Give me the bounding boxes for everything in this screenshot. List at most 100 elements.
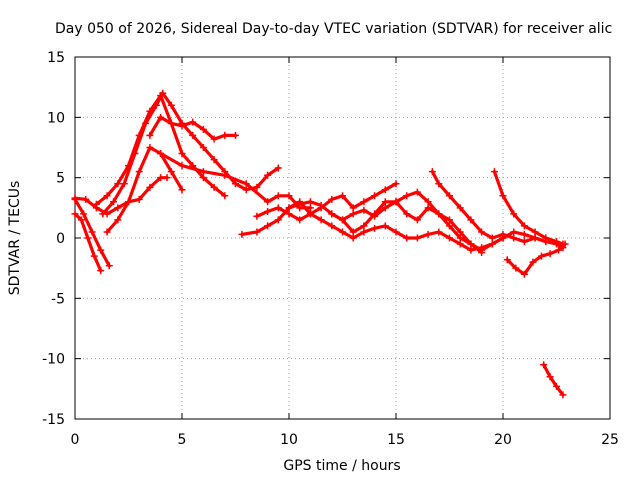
data-point xyxy=(157,150,165,158)
data-point xyxy=(435,180,443,188)
data-point xyxy=(467,246,475,254)
y-tick-label: 15 xyxy=(47,50,65,66)
data-point xyxy=(371,224,379,232)
data-point xyxy=(428,168,436,176)
data-point xyxy=(210,135,218,143)
data-point xyxy=(210,183,218,191)
data-point xyxy=(135,168,143,176)
y-tick-label: -15 xyxy=(42,412,65,428)
x-tick-label: 10 xyxy=(280,432,298,448)
data-point xyxy=(92,200,100,208)
data-point xyxy=(339,192,346,200)
data-point xyxy=(264,207,272,215)
x-tick-label: 15 xyxy=(387,432,405,448)
data-point xyxy=(349,210,357,218)
data-point xyxy=(435,210,443,218)
data-point xyxy=(82,195,90,203)
data-point xyxy=(178,150,186,158)
data-point xyxy=(221,171,229,179)
data-point xyxy=(221,131,229,139)
data-point xyxy=(274,204,282,212)
data-point xyxy=(424,204,432,212)
data-point xyxy=(114,180,122,188)
data-point xyxy=(306,210,314,218)
series-track-16 xyxy=(540,361,567,399)
data-point xyxy=(296,200,304,208)
data-point xyxy=(242,186,250,194)
data-point xyxy=(77,216,85,224)
series-track-5 xyxy=(99,89,282,218)
series-track-4 xyxy=(92,92,229,208)
data-point xyxy=(520,238,528,246)
data-point xyxy=(446,222,453,230)
y-tick-label: 10 xyxy=(47,110,65,126)
data-point xyxy=(392,180,400,188)
data-series xyxy=(71,89,569,399)
data-point xyxy=(446,192,453,200)
data-point xyxy=(306,204,314,212)
data-point xyxy=(499,230,507,238)
data-point xyxy=(435,228,443,236)
data-point xyxy=(349,204,357,212)
data-point xyxy=(546,250,554,258)
data-point xyxy=(114,204,122,212)
data-point xyxy=(381,198,389,206)
data-point xyxy=(360,222,368,230)
data-point xyxy=(99,210,107,218)
data-point xyxy=(110,198,118,206)
data-point xyxy=(199,125,207,133)
data-point xyxy=(199,168,207,176)
data-point xyxy=(392,198,400,206)
data-point xyxy=(478,246,486,254)
data-point xyxy=(114,216,122,224)
data-point xyxy=(520,230,528,238)
data-point xyxy=(232,180,239,188)
data-point xyxy=(446,234,453,242)
data-point xyxy=(555,246,563,254)
data-point xyxy=(157,174,165,182)
data-point xyxy=(413,216,421,224)
data-point xyxy=(167,168,175,176)
series-line xyxy=(430,170,548,244)
data-point xyxy=(490,168,498,176)
data-point xyxy=(531,228,539,236)
data-point xyxy=(339,228,346,236)
data-point xyxy=(285,192,293,200)
data-point xyxy=(553,382,560,390)
data-point xyxy=(120,180,128,188)
data-point xyxy=(80,210,88,218)
data-point xyxy=(84,234,92,242)
data-point xyxy=(264,171,272,179)
data-point xyxy=(178,186,186,194)
data-point xyxy=(199,174,207,182)
x-tick-label: 5 xyxy=(178,432,187,448)
data-point xyxy=(146,131,154,139)
series-track-12 xyxy=(328,198,507,254)
series-line xyxy=(542,363,565,397)
data-point xyxy=(274,216,282,224)
data-point xyxy=(503,256,511,264)
data-point xyxy=(456,234,464,242)
data-point xyxy=(456,240,464,248)
data-point xyxy=(403,234,411,242)
data-point xyxy=(71,210,79,218)
data-point xyxy=(88,228,96,236)
data-point xyxy=(125,198,132,206)
data-point xyxy=(238,230,246,238)
data-point xyxy=(553,238,560,246)
data-point xyxy=(274,164,282,172)
data-point xyxy=(285,204,293,212)
x-tick-label: 20 xyxy=(494,432,512,448)
data-point xyxy=(97,267,105,275)
x-axis-label: GPS time / hours xyxy=(283,458,400,474)
series-track-3 xyxy=(71,195,113,270)
y-tick-label: 0 xyxy=(56,231,65,247)
data-point xyxy=(103,228,111,236)
data-point xyxy=(403,210,411,218)
data-point xyxy=(142,119,150,127)
data-point xyxy=(488,234,496,242)
data-point xyxy=(103,192,111,200)
data-point xyxy=(510,210,518,218)
data-point xyxy=(413,234,421,242)
y-tick-label: -5 xyxy=(51,291,65,307)
